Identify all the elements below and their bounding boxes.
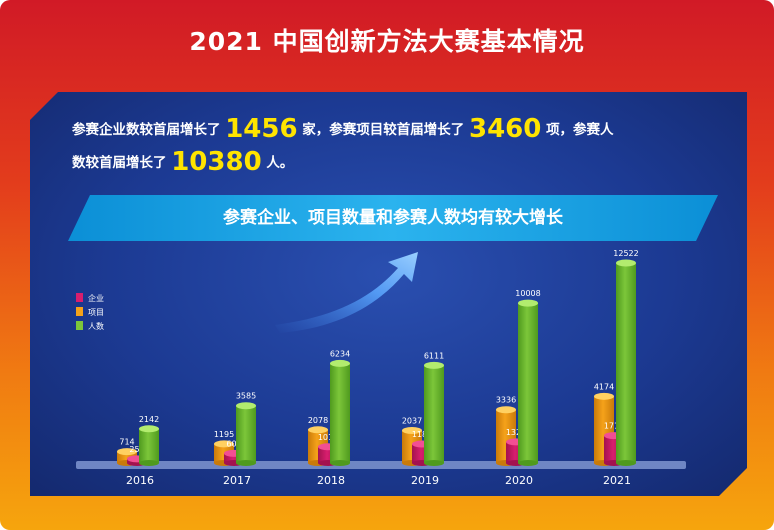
legend-label: 人数: [88, 321, 104, 331]
x-tick-label: 2020: [505, 474, 533, 487]
legend-label: 企业: [88, 293, 104, 303]
bar-人数-2021: [616, 259, 636, 466]
summary-part-4: 数较首届增长了: [72, 155, 167, 171]
bar-人数-2016: [139, 425, 159, 466]
data-label: 2078: [308, 416, 328, 425]
summary-part-3: 项，参赛人: [546, 122, 614, 138]
legend-label: 项目: [88, 308, 104, 317]
data-label: 3336: [496, 396, 516, 405]
x-tick-label: 2016: [126, 474, 154, 487]
data-label: 2142: [139, 415, 159, 424]
x-tick-label: 2018: [317, 474, 345, 487]
summary-number-companies: 1456: [225, 114, 298, 144]
data-label: 6234: [330, 349, 350, 358]
data-label: 714: [119, 438, 134, 447]
data-label: 1320: [506, 428, 526, 437]
data-label: 10008: [515, 289, 540, 298]
data-label: 12522: [613, 249, 638, 258]
data-label: 1195: [214, 430, 234, 439]
legend-swatch: [76, 293, 83, 302]
bar-人数-2019: [424, 361, 444, 466]
bar-人数-2017: [236, 402, 256, 466]
x-tick-label: 2019: [411, 474, 439, 487]
x-tick-label: 2021: [603, 474, 631, 487]
summary-part-1: 参赛企业数较首届增长了: [72, 122, 221, 138]
data-label: 6111: [424, 351, 444, 360]
data-label: 604: [226, 439, 241, 448]
bar-人数-2018: [330, 359, 350, 466]
legend-swatch: [76, 307, 83, 316]
summary-number-people: 10380: [171, 147, 262, 177]
x-tick-label: 2017: [223, 474, 251, 487]
legend-swatch: [76, 321, 83, 330]
banner-text: 参赛企业、项目数量和参赛人数均有较大增长: [223, 208, 563, 228]
bar-人数-2020: [518, 299, 538, 466]
data-label: 2037: [402, 416, 422, 425]
data-label: 4174: [594, 382, 614, 391]
data-label: 1712: [604, 422, 624, 431]
data-label: 1014: [318, 433, 338, 442]
summary-number-projects: 3460: [468, 114, 542, 144]
data-label: 256: [129, 445, 144, 454]
summary-part-2: 家，参赛项目较首届增长了: [302, 122, 465, 138]
banner-ribbon: [68, 195, 718, 241]
summary-part-5: 人。: [266, 155, 294, 171]
page-title: 2021 中国创新方法大赛基本情况: [189, 27, 585, 56]
growth-arrow-icon: [275, 252, 418, 333]
summary-text: 参赛企业数较首届增长了 1456 家，参赛项目较首届增长了 3460 项，参赛人…: [72, 113, 732, 179]
data-label: 3585: [236, 392, 256, 401]
data-label: 1186: [412, 430, 432, 439]
